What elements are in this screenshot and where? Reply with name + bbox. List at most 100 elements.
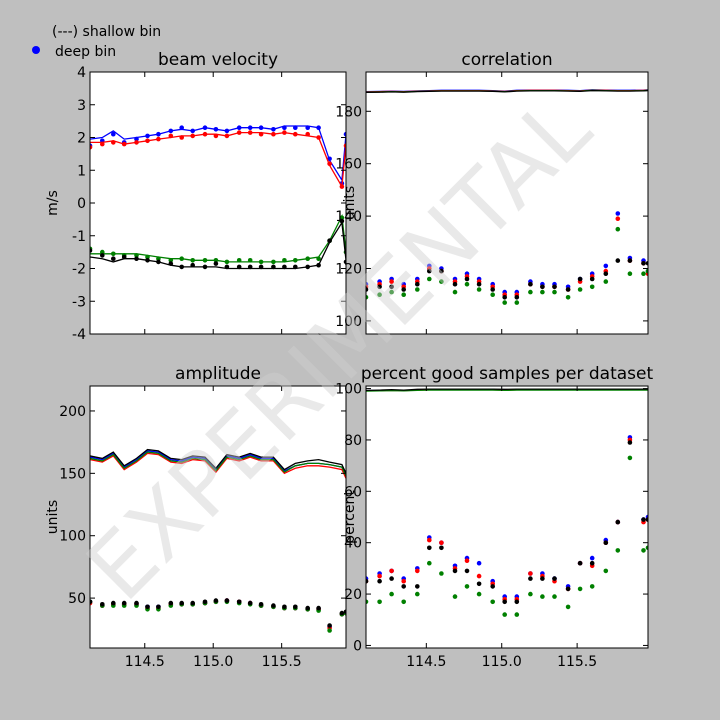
- percent-good-xtick-label: 115.0: [482, 654, 522, 670]
- percent-good-beam-3-deep-point: [577, 586, 583, 592]
- beam-velocity-beam-2-deep-point: [293, 131, 298, 137]
- beam-velocity-beam-4-deep-point: [145, 258, 150, 263]
- correlation-beam-4-deep-point: [377, 284, 382, 290]
- beam-velocity-beam-3-deep-point: [282, 258, 287, 263]
- beam-velocity-beam-2-deep-point: [90, 145, 93, 150]
- correlation-beam-1-deep-point: [615, 211, 621, 216]
- correlation-beam-3-deep-point: [401, 292, 407, 298]
- axes-root: -4 -3 -2 -1 0 1 2 3 4 beam velocity m/s 100 120 140 16…: [45, 50, 653, 670]
- correlation-beam-3-deep-point: [528, 289, 533, 295]
- percent-good-beam-3-deep-point: [528, 591, 533, 597]
- percent-good-beam-3-deep-point: [427, 560, 432, 566]
- beam-velocity-beam-3-deep-point: [134, 253, 139, 258]
- percent-good-beam-4-deep-point: [389, 576, 394, 581]
- correlation-beam-4-deep-point: [366, 287, 369, 292]
- correlation-beam-4-deep-point: [540, 284, 545, 290]
- beam-velocity-beam-4-deep-point: [327, 238, 332, 243]
- beam-velocity-beam-3-deep-point: [339, 215, 345, 220]
- percent-good-beam-3-deep-point: [366, 599, 369, 605]
- percent-good-beam-4-deep-point: [645, 517, 648, 522]
- amplitude-beam-2-shallow-line: [90, 452, 346, 479]
- percent-good-beam-3-deep-point: [377, 599, 382, 605]
- correlation-beam-3-deep-point: [603, 279, 609, 284]
- percent-good-beam-3-deep-point: [502, 612, 508, 617]
- percent-good-beam-2-deep-point: [401, 578, 407, 584]
- percent-good-beam-3-deep-point: [389, 591, 394, 597]
- beam-velocity-beam-2-deep-point: [327, 161, 332, 166]
- percent-good-beam-3-deep-point: [540, 594, 545, 599]
- percent-good-plot-layer: [366, 388, 648, 617]
- amplitude-beam-4-deep-point: [168, 600, 174, 606]
- beam-velocity-ytick-label: 4: [77, 65, 86, 81]
- correlation-ytick-label: 140: [335, 209, 362, 225]
- beam-velocity-beam-2-deep-point: [179, 135, 184, 140]
- beam-velocity-beam-4-deep-point: [202, 264, 208, 270]
- correlation-beam-4-deep-point: [389, 284, 394, 290]
- correlation-beam-3-deep-point: [589, 284, 595, 290]
- correlation-beam-3-deep-point: [439, 279, 444, 284]
- beam-velocity-beam-1-deep-point: [236, 125, 242, 130]
- beam-velocity-beam-3-deep-point: [168, 258, 174, 263]
- percent-good-ytick-label: 40: [344, 536, 362, 552]
- amplitude-plot-layer: [90, 448, 346, 633]
- correlation-beam-4-deep-point: [490, 287, 496, 292]
- percent-good-ytick-label: 0: [353, 638, 362, 654]
- percent-good-xtick-label: 115.5: [557, 654, 597, 670]
- correlation-beam-4-deep-point: [439, 268, 444, 274]
- amplitude-beam-4-deep-point: [190, 600, 195, 606]
- beam-velocity-beam-1-deep-point: [145, 133, 150, 139]
- amplitude-ylabel: units: [45, 500, 61, 534]
- amplitude-axes: 50 100 150 200 114.5 115.0 115.5 amplitude units: [45, 364, 347, 670]
- amplitude-beam-4-deep-point: [339, 610, 345, 616]
- correlation-ylabel: units: [342, 186, 358, 220]
- percent-good-axes: 0 20 40 60 80 100 114.5 115.0 115.5 percent good …: [335, 364, 653, 670]
- correlation-beam-4-deep-point: [552, 284, 557, 290]
- percent-good-title: percent good samples per dataset: [361, 364, 654, 384]
- beam-velocity-beam-4-deep-point: [316, 262, 321, 268]
- amplitude-beam-4-deep-point: [293, 604, 298, 610]
- beam-velocity-beam-3-deep-point: [202, 258, 208, 263]
- correlation-beam-3-deep-point: [552, 289, 557, 295]
- amplitude-xtick-label: 115.5: [262, 654, 302, 670]
- percent-good-beam-3-deep-point: [439, 571, 444, 576]
- correlation-beam-4-deep-point: [603, 271, 609, 277]
- beam-velocity-beam-2-deep-point: [282, 130, 287, 135]
- beam-velocity-beam-4-deep-point: [111, 256, 116, 262]
- legend-deep-label: deep bin: [55, 44, 116, 60]
- beam-velocity-beam-2-deep-point: [224, 133, 230, 139]
- correlation-ytick-label: 120: [335, 262, 362, 278]
- beam-velocity-beam-4-deep-point: [213, 261, 219, 266]
- percent-good-beam-2-deep-point: [427, 537, 432, 543]
- amplitude-frame: [89, 385, 347, 649]
- beam-velocity-beam-2-deep-point: [271, 131, 276, 137]
- percent-good-beam-4-deep-point: [552, 576, 557, 581]
- percent-good-beam-4-deep-point: [415, 584, 420, 589]
- percent-good-beam-4-deep-point: [452, 568, 458, 574]
- amplitude-beam-3-shallow-line: [90, 451, 346, 477]
- amplitude-beam-4-deep-point: [213, 598, 219, 603]
- beam-velocity-ytick-label: 2: [77, 131, 86, 147]
- beam-velocity-beam-4-deep-point: [271, 264, 276, 270]
- amplitude-xtick-label: 114.5: [125, 654, 165, 670]
- correlation-beam-3-deep-point: [565, 295, 571, 300]
- beam-velocity-beam-4-deep-point: [190, 262, 195, 268]
- legend-shallow-label: (---) shallow bin: [52, 24, 161, 40]
- percent-good-beam-3-deep-point: [615, 548, 621, 553]
- amplitude-beam-4-deep-point: [236, 599, 242, 605]
- percent-good-beam-4-deep-point: [476, 581, 482, 587]
- percent-good-beam-4-deep-point: [427, 545, 432, 551]
- beam-velocity-beam-4-deep-point: [100, 253, 105, 258]
- beam-velocity-ytick-label: -1: [72, 229, 86, 245]
- beam-velocity-beam-1-deep-point: [156, 131, 161, 137]
- percent-good-beam-4-deep-point: [401, 584, 407, 589]
- percent-good-beam-3-deep-point: [415, 591, 420, 597]
- correlation-frame: [365, 71, 649, 335]
- amplitude-beam-4-deep-point: [134, 600, 139, 606]
- correlation-beam-1-deep-point: [603, 263, 609, 269]
- percent-good-beam-4-deep-point: [615, 519, 621, 525]
- correlation-beam-4-deep-point: [452, 281, 458, 287]
- beam-velocity-beam-4-deep-point: [282, 264, 287, 270]
- percent-good-beam-3-shallow-line: [366, 389, 648, 392]
- beam-velocity-beam-3-deep-point: [190, 258, 195, 263]
